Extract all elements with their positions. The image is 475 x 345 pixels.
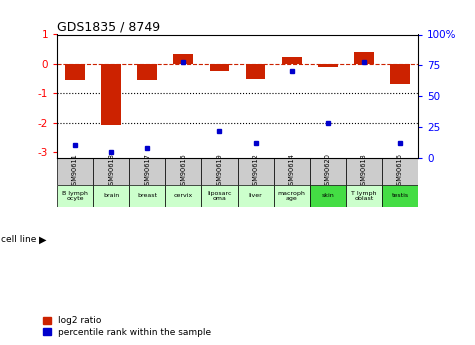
Text: GSM90619: GSM90619 xyxy=(217,153,222,189)
Text: GSM90616: GSM90616 xyxy=(397,153,403,189)
Bar xyxy=(57,158,93,185)
Bar xyxy=(310,185,346,207)
Text: B lymph
ocyte: B lymph ocyte xyxy=(62,190,88,201)
Bar xyxy=(382,185,418,207)
Bar xyxy=(173,53,193,64)
Bar xyxy=(318,64,338,67)
Bar xyxy=(354,52,374,64)
Text: GSM90617: GSM90617 xyxy=(144,153,150,189)
Bar xyxy=(282,57,302,64)
Bar xyxy=(165,158,201,185)
Text: ▶: ▶ xyxy=(39,235,47,245)
Bar xyxy=(57,185,93,207)
Bar xyxy=(101,64,121,126)
Text: breast: breast xyxy=(137,193,157,198)
Bar xyxy=(238,158,274,185)
Text: GDS1835 / 8749: GDS1835 / 8749 xyxy=(57,20,160,33)
Bar xyxy=(246,64,266,79)
Bar xyxy=(238,185,274,207)
Text: GSM90618: GSM90618 xyxy=(108,153,114,189)
Bar xyxy=(390,64,410,85)
Text: GSM90611: GSM90611 xyxy=(72,153,78,189)
Legend: log2 ratio, percentile rank within the sample: log2 ratio, percentile rank within the s… xyxy=(43,316,211,337)
Bar xyxy=(201,158,238,185)
Text: skin: skin xyxy=(322,193,334,198)
Bar xyxy=(274,158,310,185)
Bar xyxy=(65,64,85,80)
Text: cervix: cervix xyxy=(174,193,193,198)
Text: GSM90620: GSM90620 xyxy=(325,153,331,189)
Bar xyxy=(209,64,229,71)
Text: liver: liver xyxy=(249,193,262,198)
Bar xyxy=(274,185,310,207)
Bar xyxy=(346,158,382,185)
Bar xyxy=(93,185,129,207)
Bar xyxy=(165,185,201,207)
Text: T lymph
oblast: T lymph oblast xyxy=(351,190,377,201)
Text: macroph
age: macroph age xyxy=(278,190,305,201)
Bar xyxy=(93,158,129,185)
Bar xyxy=(137,64,157,80)
Text: testis: testis xyxy=(391,193,408,198)
Text: brain: brain xyxy=(103,193,119,198)
Bar xyxy=(310,158,346,185)
Bar xyxy=(346,185,382,207)
Text: GSM90614: GSM90614 xyxy=(289,153,294,189)
Bar xyxy=(201,185,238,207)
Text: cell line: cell line xyxy=(1,235,37,244)
Text: GSM90612: GSM90612 xyxy=(253,153,258,189)
Bar xyxy=(129,158,165,185)
Text: GSM90615: GSM90615 xyxy=(180,153,186,189)
Text: GSM90613: GSM90613 xyxy=(361,153,367,189)
Bar xyxy=(382,158,418,185)
Bar xyxy=(129,185,165,207)
Text: liposarc
oma: liposarc oma xyxy=(207,190,232,201)
